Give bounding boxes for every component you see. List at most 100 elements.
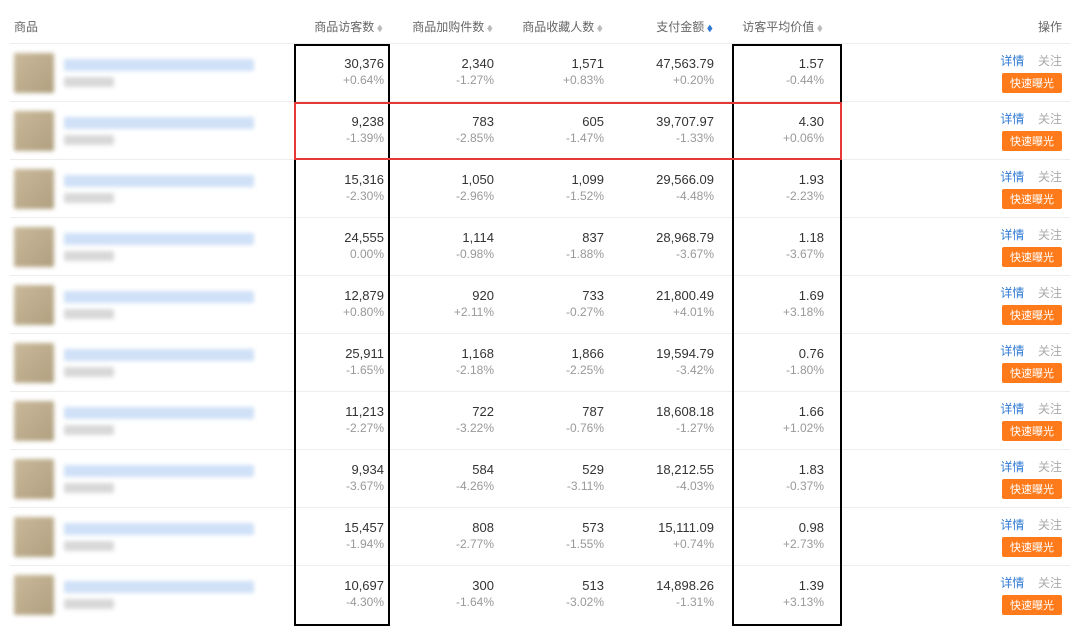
product-cell[interactable] <box>10 343 290 383</box>
addcart-value: 1,050 <box>400 172 494 189</box>
product-cell[interactable] <box>10 459 290 499</box>
promo-button[interactable]: 快速曝光 <box>1002 73 1062 93</box>
visitors-value: 25,911 <box>290 346 384 363</box>
pay-value: 28,968.79 <box>620 230 714 247</box>
detail-link[interactable]: 详情 <box>1000 112 1024 126</box>
promo-button[interactable]: 快速曝光 <box>1002 363 1062 383</box>
visitors-value: 15,316 <box>290 172 384 189</box>
addcart-value: 808 <box>400 520 494 537</box>
table-row: 9,934 -3.67% 584 -4.26% 529 -3.11% 18,21… <box>10 449 1070 507</box>
pay-cell: 39,707.97 -1.33% <box>620 114 730 146</box>
addcart-delta: -2.96% <box>400 189 494 205</box>
pay-value: 15,111.09 <box>620 520 714 537</box>
product-cell[interactable] <box>10 53 290 93</box>
follow-link[interactable]: 关注 <box>1038 518 1062 532</box>
pay-delta: -4.48% <box>620 189 714 205</box>
visitors-value: 15,457 <box>290 520 384 537</box>
sort-icon: ◆ <box>377 23 382 34</box>
addcart-cell: 584 -4.26% <box>400 462 510 494</box>
addcart-cell: 1,050 -2.96% <box>400 172 510 204</box>
follow-link[interactable]: 关注 <box>1038 576 1062 590</box>
visitors-cell: 15,457 -1.94% <box>290 520 400 552</box>
header-pay-amount[interactable]: 支付金额◆ <box>620 18 730 35</box>
visitors-value: 9,934 <box>290 462 384 479</box>
detail-link[interactable]: 详情 <box>1000 344 1024 358</box>
avg-delta: -2.23% <box>730 189 824 205</box>
table-row: 30,376 +0.64% 2,340 -1.27% 1,571 +0.83% … <box>10 43 1070 101</box>
product-title-blur <box>64 59 254 71</box>
table-row: 12,879 +0.80% 920 +2.11% 733 -0.27% 21,8… <box>10 275 1070 333</box>
promo-button[interactable]: 快速曝光 <box>1002 537 1062 557</box>
product-cell[interactable] <box>10 517 290 557</box>
detail-link[interactable]: 详情 <box>1000 402 1024 416</box>
product-cell[interactable] <box>10 285 290 325</box>
avg-delta: -3.67% <box>730 247 824 263</box>
product-cell[interactable] <box>10 575 290 615</box>
follow-link[interactable]: 关注 <box>1038 112 1062 126</box>
addcart-value: 920 <box>400 288 494 305</box>
detail-link[interactable]: 详情 <box>1000 54 1024 68</box>
product-cell[interactable] <box>10 111 290 151</box>
pay-value: 14,898.26 <box>620 578 714 595</box>
fav-value: 529 <box>510 462 604 479</box>
detail-link[interactable]: 详情 <box>1000 460 1024 474</box>
fav-delta: -1.47% <box>510 131 604 147</box>
product-cell[interactable] <box>10 169 290 209</box>
fav-value: 1,571 <box>510 56 604 73</box>
promo-button[interactable]: 快速曝光 <box>1002 247 1062 267</box>
fav-value: 573 <box>510 520 604 537</box>
follow-link[interactable]: 关注 <box>1038 170 1062 184</box>
pay-value: 18,212.55 <box>620 462 714 479</box>
avg-cell: 1.39 +3.13% <box>730 578 840 610</box>
follow-link[interactable]: 关注 <box>1038 460 1062 474</box>
header-avg-value[interactable]: 访客平均价值◆ <box>730 18 840 35</box>
fav-value: 605 <box>510 114 604 131</box>
avg-cell: 1.57 -0.44% <box>730 56 840 88</box>
sort-icon: ◆ <box>817 23 822 34</box>
header-favorites[interactable]: 商品收藏人数◆ <box>510 18 620 35</box>
detail-link[interactable]: 详情 <box>1000 518 1024 532</box>
promo-button[interactable]: 快速曝光 <box>1002 479 1062 499</box>
visitors-delta: -2.27% <box>290 421 384 437</box>
addcart-delta: -2.77% <box>400 537 494 553</box>
promo-button[interactable]: 快速曝光 <box>1002 595 1062 615</box>
avg-cell: 1.66 +1.02% <box>730 404 840 436</box>
follow-link[interactable]: 关注 <box>1038 54 1062 68</box>
addcart-delta: +2.11% <box>400 305 494 321</box>
pay-delta: -3.42% <box>620 363 714 379</box>
header-add-cart[interactable]: 商品加购件数◆ <box>400 18 510 35</box>
detail-link[interactable]: 详情 <box>1000 286 1024 300</box>
promo-button[interactable]: 快速曝光 <box>1002 305 1062 325</box>
pay-cell: 28,968.79 -3.67% <box>620 230 730 262</box>
promo-button[interactable]: 快速曝光 <box>1002 131 1062 151</box>
follow-link[interactable]: 关注 <box>1038 286 1062 300</box>
product-cell[interactable] <box>10 401 290 441</box>
addcart-delta: -4.26% <box>400 479 494 495</box>
detail-link[interactable]: 详情 <box>1000 576 1024 590</box>
pay-cell: 18,212.55 -4.03% <box>620 462 730 494</box>
product-title-blur <box>64 407 254 419</box>
product-title-blur <box>64 465 254 477</box>
fav-value: 1,866 <box>510 346 604 363</box>
fav-delta: -3.11% <box>510 479 604 495</box>
follow-link[interactable]: 关注 <box>1038 228 1062 242</box>
promo-button[interactable]: 快速曝光 <box>1002 189 1062 209</box>
follow-link[interactable]: 关注 <box>1038 344 1062 358</box>
pay-value: 47,563.79 <box>620 56 714 73</box>
product-cell[interactable] <box>10 227 290 267</box>
fav-delta: -3.02% <box>510 595 604 611</box>
avg-value: 0.76 <box>730 346 824 363</box>
table-row: 10,697 -4.30% 300 -1.64% 513 -3.02% 14,8… <box>10 565 1070 623</box>
addcart-delta: -2.85% <box>400 131 494 147</box>
addcart-delta: -2.18% <box>400 363 494 379</box>
follow-link[interactable]: 关注 <box>1038 402 1062 416</box>
visitors-cell: 24,555 0.00% <box>290 230 400 262</box>
detail-link[interactable]: 详情 <box>1000 228 1024 242</box>
header-visitors[interactable]: 商品访客数◆ <box>290 18 400 35</box>
visitors-delta: -2.30% <box>290 189 384 205</box>
detail-link[interactable]: 详情 <box>1000 170 1024 184</box>
visitors-cell: 30,376 +0.64% <box>290 56 400 88</box>
pay-cell: 14,898.26 -1.31% <box>620 578 730 610</box>
promo-button[interactable]: 快速曝光 <box>1002 421 1062 441</box>
fav-cell: 513 -3.02% <box>510 578 620 610</box>
